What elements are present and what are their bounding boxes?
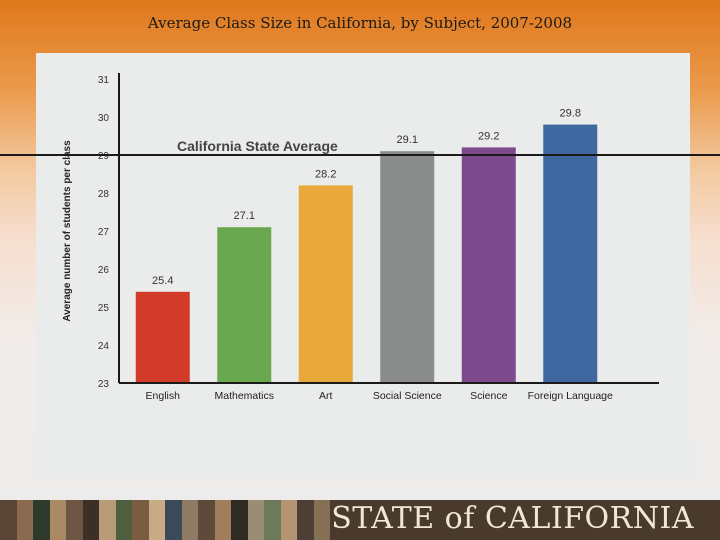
mosaic-tile [82, 500, 99, 540]
bar-value-label: 27.1 [234, 210, 255, 222]
bar [461, 147, 516, 383]
x-tick-label: Art [319, 390, 333, 402]
y-tick-label: 24 [98, 341, 110, 352]
y-tick-label: 27 [98, 227, 110, 238]
chart-panel: 23 24 25 26 27 28 29 30 31 25.4 27.1 28.2 29.1 29.2 2… [0, 53, 720, 478]
y-tick-label: 30 [98, 113, 110, 124]
mosaic-tile [280, 500, 297, 540]
mosaic-tile [264, 500, 281, 540]
mosaic-tile [181, 500, 198, 540]
mosaic-tile [231, 500, 248, 540]
mosaic-tile [115, 500, 132, 540]
bar-value-label: 29.2 [478, 130, 499, 142]
footer-photo-mosaic [0, 500, 330, 540]
x-tick-label: Social Science [373, 390, 442, 402]
bar-chart: 23 24 25 26 27 28 29 30 31 25.4 27.1 28.2 29.1 29.2 2… [0, 73, 720, 402]
x-tick-label: Science [470, 390, 508, 402]
mosaic-tile [132, 500, 149, 540]
mosaic-tile [99, 500, 116, 540]
x-tick-label: Foreign Language [528, 390, 613, 402]
mosaic-tile [16, 500, 33, 540]
mosaic-tile [66, 500, 83, 540]
bar [135, 291, 190, 383]
mosaic-tile [247, 500, 264, 540]
mosaic-tile [313, 500, 330, 540]
state-average-label: California State Average [177, 138, 338, 154]
mosaic-tile [297, 500, 314, 540]
mosaic-tile [165, 500, 182, 540]
y-tick-label: 31 [98, 75, 110, 86]
bar [380, 151, 435, 383]
y-tick-label: 29 [98, 151, 110, 162]
slide-title: Average Class Size in California, by Sub… [147, 14, 573, 32]
mosaic-tile [33, 500, 50, 540]
bar-value-label: 25.4 [152, 275, 173, 287]
y-tick-label: 28 [98, 189, 110, 200]
x-tick-label: Mathematics [214, 390, 274, 402]
x-tick-label: English [146, 390, 181, 402]
bar [298, 185, 353, 383]
y-tick-label: 25 [98, 303, 110, 314]
footer-brand: STATE of CALIFORNIA [331, 501, 694, 536]
mosaic-tile [0, 500, 17, 540]
bar [217, 227, 272, 383]
mosaic-tile [198, 500, 215, 540]
footer-banner: STATE of CALIFORNIA [0, 500, 720, 540]
bar-value-label: 29.1 [397, 134, 418, 146]
bar-value-label: 28.2 [315, 168, 336, 180]
mosaic-tile [49, 500, 66, 540]
y-tick-label: 23 [98, 379, 110, 390]
y-tick-label: 26 [98, 265, 110, 276]
y-axis-label: Average number of students per class [62, 140, 73, 322]
mosaic-tile [214, 500, 231, 540]
bar-value-label: 29.8 [560, 108, 581, 120]
bar [543, 124, 598, 383]
mosaic-tile [148, 500, 165, 540]
